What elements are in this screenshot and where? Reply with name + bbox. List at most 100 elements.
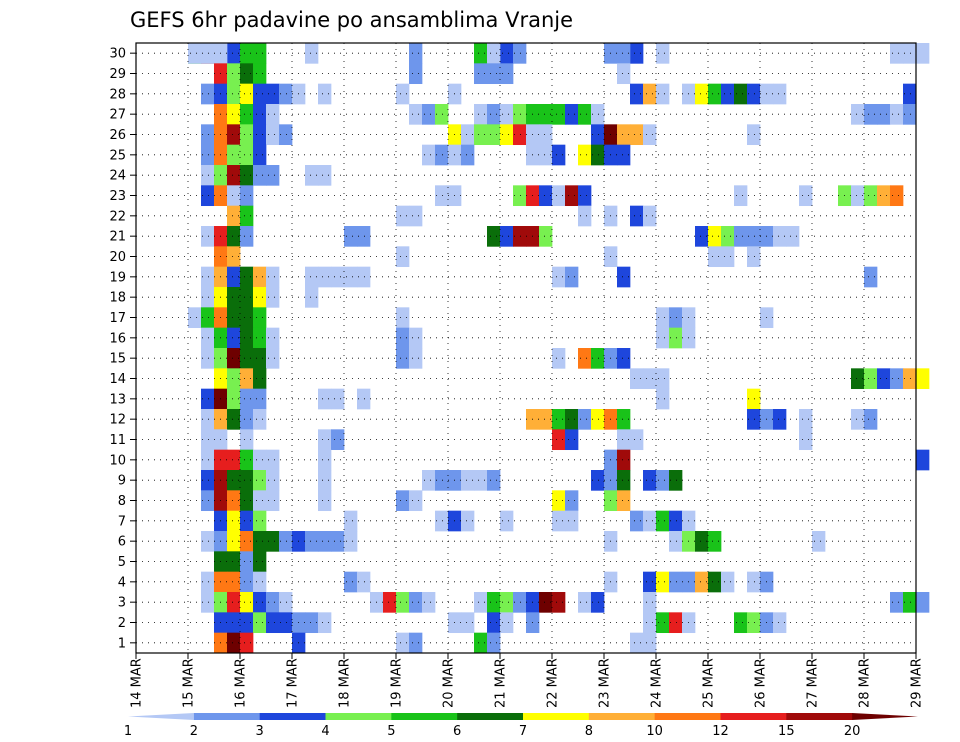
heatmap-cell — [552, 510, 566, 532]
heatmap-cell — [201, 531, 215, 552]
heatmap-cell — [630, 632, 644, 654]
heatmap-cell — [266, 104, 280, 125]
heatmap-cell — [396, 83, 410, 105]
heatmap-cell — [721, 226, 735, 247]
heatmap-cell — [708, 531, 722, 552]
heatmap-cell — [253, 144, 267, 166]
heatmap-cell — [253, 551, 267, 573]
heatmap-cell — [617, 63, 631, 85]
heatmap-cell — [474, 43, 488, 64]
heatmap-cell — [344, 571, 358, 593]
heatmap-cell — [266, 83, 280, 105]
heatmap-cell — [227, 104, 241, 125]
heatmap-cell — [656, 470, 670, 491]
heatmap-cell — [409, 104, 423, 125]
x-tick-label: 19 MAR — [390, 658, 405, 708]
heatmap-cell — [695, 571, 709, 593]
heatmap-cell — [318, 490, 332, 512]
heatmap-cell — [240, 531, 254, 552]
heatmap-cell — [253, 124, 267, 146]
x-axis-ticks: 14 MAR 15 MAR 16 MAR 17 MAR 18 MAR 19 MAR 20 M… — [130, 653, 925, 708]
heatmap-cell — [266, 348, 280, 369]
heatmap-cell — [240, 104, 254, 125]
heatmap-cell — [461, 470, 475, 491]
heatmap-cell — [227, 388, 241, 410]
heatmap-cell — [708, 571, 722, 593]
heatmap-cell — [240, 612, 254, 634]
heatmap-cell — [487, 104, 501, 125]
y-tick-label: 10 — [109, 453, 126, 468]
legend-swatch — [259, 713, 326, 720]
heatmap-cell — [227, 63, 241, 85]
heatmap-cell — [435, 144, 449, 166]
heatmap-cell — [240, 348, 254, 369]
heatmap-cell — [461, 124, 475, 146]
heatmap-cell — [305, 287, 319, 308]
heatmap-cell — [253, 388, 267, 410]
x-tick-label: 25 MAR — [702, 658, 717, 708]
legend-label: 8 — [585, 724, 593, 739]
heatmap-cell — [422, 470, 436, 491]
heatmap-cell — [344, 266, 358, 288]
heatmap-cell — [318, 388, 332, 410]
heatmap-cell — [279, 592, 293, 613]
legend-label: 6 — [453, 724, 461, 739]
y-tick-label: 22 — [109, 209, 126, 224]
heatmap-cell — [227, 165, 241, 186]
heatmap-cell — [617, 470, 631, 491]
heatmap-cell — [656, 307, 670, 329]
heatmap-cell — [227, 307, 241, 329]
heatmap-cell — [227, 612, 241, 634]
heatmap-cell — [539, 185, 553, 207]
heatmap-cell — [396, 592, 410, 613]
heatmap-cell — [201, 449, 215, 471]
heatmap-cell — [344, 226, 358, 247]
heatmap-cell — [734, 612, 748, 634]
heatmap-cell — [435, 185, 449, 207]
heatmap-cell — [227, 510, 241, 532]
heatmap-cell — [721, 246, 735, 268]
legend-swatch — [852, 713, 918, 720]
heatmap-cell — [279, 531, 293, 552]
heatmap-cell — [331, 266, 345, 288]
heatmap-cell — [227, 124, 241, 146]
heatmap-cell — [227, 348, 241, 369]
heatmap-cell — [552, 490, 566, 512]
heatmap-cell — [656, 83, 670, 105]
legend-label: 3 — [256, 724, 264, 739]
heatmap-cell — [240, 632, 254, 654]
heatmap-cell — [916, 43, 930, 64]
heatmap-cell — [201, 185, 215, 207]
heatmap-cell — [240, 470, 254, 491]
heatmap-cell — [253, 287, 267, 308]
heatmap-cell — [409, 632, 423, 654]
heatmap-cell — [240, 449, 254, 471]
legend-label: 7 — [519, 724, 527, 739]
heatmap-cell — [552, 348, 566, 369]
x-tick-label: 20 MAR — [442, 658, 457, 708]
y-tick-label: 25 — [109, 148, 126, 163]
heatmap-cell — [201, 327, 215, 349]
heatmap-cell — [227, 83, 241, 105]
heatmap-cell — [240, 43, 254, 64]
heatmap-cell — [513, 43, 527, 64]
heatmap-cell — [188, 43, 202, 64]
heatmap-cell — [565, 409, 579, 430]
heatmap-cell — [396, 348, 410, 369]
heatmap-cell — [877, 368, 891, 390]
heatmap-cell — [916, 592, 930, 613]
heatmap-cell — [552, 185, 566, 207]
heatmap-cell — [747, 83, 761, 105]
heatmap-cell — [669, 327, 683, 349]
heatmap-cell — [630, 205, 644, 227]
heatmap-cell — [409, 43, 423, 64]
heatmap-cell — [409, 592, 423, 613]
y-tick-label: 6 — [118, 535, 126, 550]
heatmap-cell — [487, 63, 501, 85]
heatmap-cell — [565, 429, 579, 451]
x-tick-label: 14 MAR — [130, 658, 145, 708]
legend: 1 2 3 4 5 6 7 8 10 12 15 20 — [124, 713, 918, 739]
x-tick-label: 27 MAR — [806, 658, 821, 708]
heatmap-cell — [565, 266, 579, 288]
